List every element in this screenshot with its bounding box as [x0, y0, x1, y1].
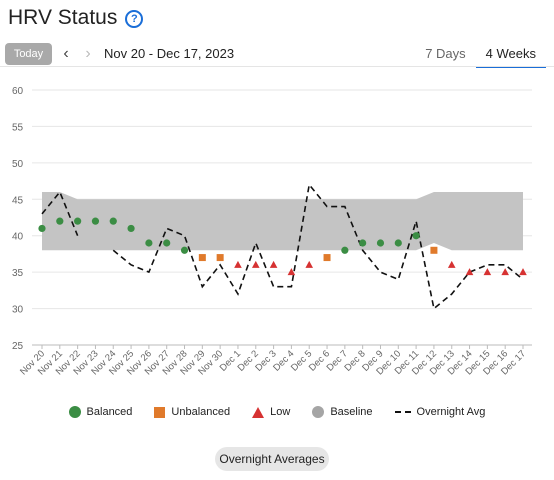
tab-7-days[interactable]: 7 Days: [425, 46, 466, 61]
dashed-line-icon: [394, 411, 411, 413]
balanced-point: [359, 239, 367, 247]
y-tick-label: 45: [12, 195, 24, 206]
toolbar: Today ‹ › Nov 20 - Dec 17, 2023 7 Days 4…: [5, 43, 546, 68]
unbalanced-point: [430, 246, 438, 254]
baseline-marker-icon: [312, 406, 325, 418]
balanced-point: [163, 239, 171, 247]
chevron-left-icon[interactable]: ‹: [63, 45, 69, 62]
legend-unbalanced: Unbalanced: [154, 406, 230, 418]
balanced-point: [127, 224, 135, 233]
balanced-point: [180, 246, 189, 254]
y-tick-label: 60: [12, 86, 24, 97]
balanced-point: [412, 232, 420, 240]
unbalanced-point: [323, 254, 331, 262]
overnight-avg-line: [112, 182, 524, 311]
y-tick-label: 35: [12, 268, 24, 279]
legend-low: Low: [252, 406, 290, 418]
unbalanced-marker-icon: [154, 406, 166, 418]
low-point: [287, 268, 296, 276]
legend-label-balanced: Balanced: [86, 406, 133, 418]
balanced-marker-icon: [68, 406, 81, 418]
y-tick-label: 40: [12, 232, 24, 243]
legend-label-unbalanced: Unbalanced: [171, 406, 231, 418]
low-point: [447, 260, 456, 268]
low-point: [269, 260, 278, 268]
overnight-averages-button[interactable]: Overnight Averages: [215, 447, 329, 471]
legend: Balanced Unbalanced Low Baseline Overnig…: [0, 406, 554, 418]
balanced-point: [91, 217, 100, 225]
legend-label-overnight-avg: Overnight Avg: [416, 406, 486, 418]
balanced-point: [145, 239, 153, 247]
toolbar-divider: [0, 66, 554, 67]
y-tick-label: 25: [12, 341, 24, 352]
balanced-point: [341, 246, 349, 254]
unbalanced-point: [198, 254, 206, 262]
low-point: [465, 268, 474, 276]
balanced-point: [376, 239, 385, 247]
legend-label-low: Low: [270, 406, 291, 418]
today-button[interactable]: Today: [5, 43, 52, 65]
period-tabs: 7 Days 4 Weeks: [415, 43, 546, 68]
balanced-point: [109, 217, 117, 225]
legend-baseline: Baseline: [312, 406, 373, 418]
low-point: [483, 268, 492, 276]
low-point: [234, 260, 242, 268]
chevron-right-icon[interactable]: ›: [85, 45, 91, 62]
y-tick-label: 55: [12, 122, 24, 133]
low-point: [305, 260, 314, 268]
low-point: [251, 260, 260, 268]
legend-label-baseline: Baseline: [330, 406, 373, 418]
legend-balanced: Balanced: [68, 406, 133, 418]
balanced-point: [74, 217, 82, 225]
baseline-band: [42, 192, 523, 251]
balanced-point: [38, 224, 46, 233]
y-tick-label: 50: [12, 159, 24, 170]
legend-overnight-avg: Overnight Avg: [394, 406, 486, 418]
balanced-point: [394, 239, 402, 247]
low-point: [519, 268, 527, 276]
help-icon[interactable]: ?: [125, 10, 144, 28]
y-tick-label: 30: [12, 305, 24, 316]
page-title: HRV Status: [8, 6, 118, 29]
low-point: [501, 268, 509, 276]
date-range-label: Nov 20 - Dec 17, 2023: [104, 46, 235, 61]
unbalanced-point: [216, 254, 224, 262]
low-marker-icon: [252, 406, 265, 418]
balanced-point: [56, 217, 64, 225]
tab-4-weeks[interactable]: 4 Weeks: [475, 43, 546, 68]
title-row: HRV Status ?: [8, 6, 144, 30]
